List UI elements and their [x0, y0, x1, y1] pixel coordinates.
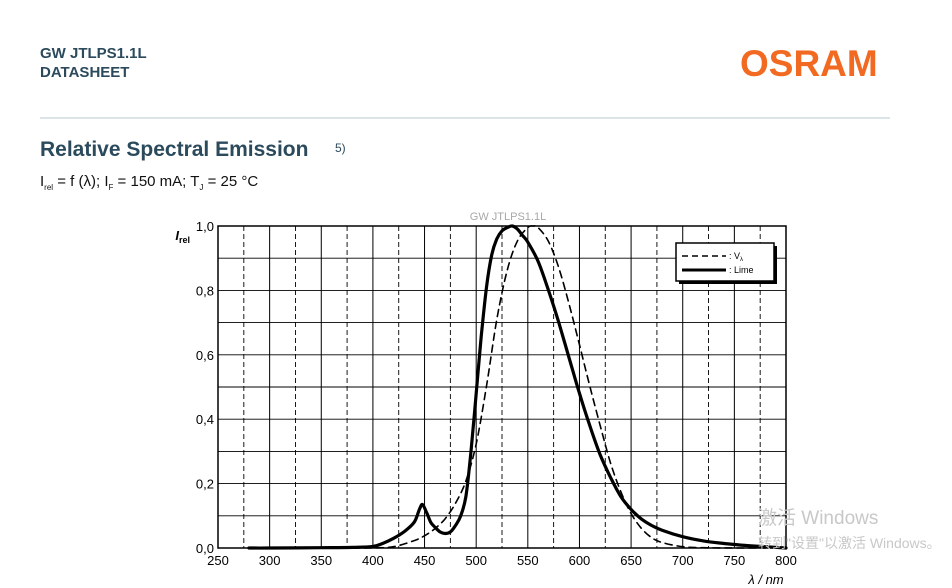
x-tick-label: 450: [414, 553, 436, 568]
irel-subscript: rel: [44, 183, 54, 192]
x-tick-label: 600: [569, 553, 591, 568]
section-title: Relative Spectral Emission: [40, 138, 309, 161]
x-tick-label: 550: [517, 553, 539, 568]
x-tick-label: 400: [362, 553, 384, 568]
legend-box-shadow: [774, 246, 777, 283]
y-tick-label: 1,0: [196, 219, 214, 234]
series-line-lime: [247, 224, 788, 550]
legend-box-shadow-bottom: [679, 281, 777, 284]
osram-logo: OSRAM: [740, 43, 878, 84]
x-tick-label: 300: [259, 553, 281, 568]
footnote-marker: 5): [335, 141, 346, 155]
x-tick-label: 700: [672, 553, 694, 568]
y-tick-label: 0,6: [196, 348, 214, 363]
tj-subscript: J: [199, 183, 204, 192]
legend-entry-lime: : Lime: [729, 265, 754, 275]
legend: : Vλ : Lime: [675, 242, 777, 284]
conditions-part-2: = 150 mA; T: [113, 173, 200, 190]
y-tick-label: 0,0: [196, 541, 214, 556]
if-subscript: F: [108, 183, 114, 192]
x-tick-label: 750: [724, 553, 746, 568]
windows-activation-watermark: 激活 Windows: [758, 508, 879, 529]
x-tick-label: 500: [465, 553, 487, 568]
y-axis-label-main: I: [175, 228, 179, 243]
measurement-conditions: Irel = f (λ); IF = 150 mA; TJ = 25 °C: [40, 173, 258, 197]
y-tick-label: 0,4: [196, 412, 214, 427]
legend-entry-v-lambda: : Vλ: [729, 251, 743, 263]
series-line-v-lambda: [351, 225, 767, 549]
x-tick-label: 250: [207, 553, 229, 568]
y-axis-label: Irel: [175, 228, 190, 245]
plot-frame: [217, 225, 787, 549]
y-tick-label: 0,8: [196, 283, 214, 298]
x-tick-label: 650: [620, 553, 642, 568]
conditions-part-1: = f (λ); I: [53, 173, 109, 190]
y-tick-label: 0,2: [196, 477, 214, 492]
header-divider: [40, 117, 890, 119]
irel-symbol: I: [40, 173, 45, 190]
product-name: GW JTLPS1.1L: [40, 45, 147, 62]
x-tick-label: 800: [775, 553, 797, 568]
y-axis-label-sub: rel: [179, 235, 190, 245]
x-axis-label: λ / nm: [747, 572, 783, 587]
document-type: DATASHEET: [40, 64, 130, 81]
legend-v-lambda-name: V: [734, 251, 740, 261]
conditions-part-3: = 25 °C: [203, 173, 259, 190]
legend-v-lambda-sub: λ: [740, 257, 743, 263]
windows-activation-hint: 转到"设置"以激活 Windows。: [758, 535, 941, 551]
x-tick-label: 350: [310, 553, 332, 568]
chart-title: GW JTLPS1.1L: [470, 211, 546, 223]
legend-box: [675, 242, 775, 282]
legend-lime-name: Lime: [734, 265, 754, 275]
